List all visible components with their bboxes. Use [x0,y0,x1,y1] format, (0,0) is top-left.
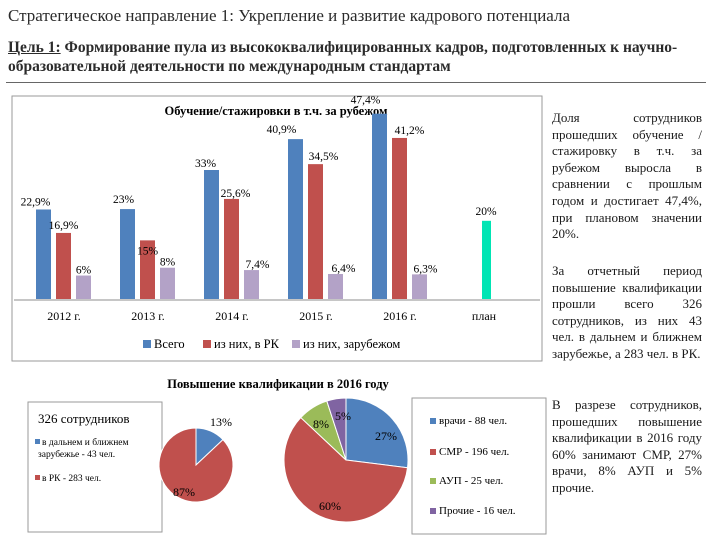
bar-all-3 [288,139,303,299]
bar-plan-label: 20% [475,206,497,218]
x-tick-label: 2016 г. [383,309,417,323]
bar-rk-4 [392,137,407,299]
x-tick-label: план [472,309,497,323]
pie-data-label: 5% [335,409,351,423]
pie1-legend-label: АУП - 25 чел. [439,475,504,487]
legend-label: Всего [154,337,185,351]
bar-chart-frame [11,95,543,362]
side-text-structure: В разрезе сотрудников, прошедших повышен… [552,397,702,495]
pie1-legend-label: Прочие - 16 чел. [439,505,516,517]
bar-all-4 [372,113,387,299]
bar-all-1 [120,209,135,299]
bar-data-label: 22,9% [21,196,51,208]
bar-abroad-4 [412,274,427,299]
bar-rk-2 [224,198,239,299]
pie1-slice-0 [345,397,409,469]
bar-rk-3 [308,164,323,299]
legend-swatch-0 [143,340,151,348]
bar-data-label: 40,9% [267,124,297,136]
bar-data-label: 6,4% [332,263,356,275]
pie0-legend-label-1: в РК - 283 чел. [42,474,101,484]
pie1-legend-swatch-3 [430,508,436,514]
bar-plan [482,220,491,299]
pie1-legend-label: СМР - 196 чел. [439,446,510,458]
goal-label: Цель 1: [8,39,61,56]
legend-swatch-1 [203,340,211,348]
bar-abroad-0 [76,275,91,299]
pie1-legend-label: врачи - 88 чел. [439,415,507,427]
pie-data-label: 8% [313,417,329,431]
bar-abroad-2 [244,270,259,299]
side-text-training: Доля сотрудников прошедших обучение /ста… [552,110,702,242]
goal-text: Формирование пула из высококвалифицирова… [8,39,678,75]
pie0-legend-label-0: в дальнем и ближнем зарубежье - 43 чел. [38,437,129,460]
bar-data-label: 7,4% [246,259,270,271]
pie0-slice-1 [158,427,234,503]
bar-data-label: 41,2% [395,125,425,137]
bar-data-label: 23% [113,194,135,206]
pie-right-box [411,397,547,535]
legend-label: из них, в РК [214,337,280,351]
x-tick-label: 2012 г. [47,309,81,323]
x-tick-label: 2015 г. [299,309,333,323]
pie1-slice-1 [283,416,409,523]
bar-data-label: 47,4% [351,95,381,107]
pie-data-label: 60% [319,499,341,513]
legend-swatch-2 [292,340,300,348]
bar-all-2 [204,170,219,299]
bar-data-label: 34,5% [309,151,339,163]
bar-abroad-1 [160,267,175,299]
x-tick-label: 2014 г. [215,309,249,323]
pie0-legend-swatch-0 [35,439,40,444]
pie-data-label: 27% [375,429,397,443]
bar-data-label: 6% [76,265,92,277]
side-text-total: За отчетный период повышение квалификаци… [552,263,702,361]
bar-rk-1 [140,240,155,299]
bar-data-label: 6,3% [414,263,438,275]
pie1-legend-swatch-0 [430,418,436,424]
pie1-legend-swatch-1 [430,449,436,455]
page-title: Стратегическое направление 1: Укрепление… [8,6,571,25]
bar-all-0 [36,209,51,299]
bar-data-label: 16,9% [49,220,79,232]
pie0-legend-swatch-1 [35,475,40,480]
bar-chart-title: Обучение/стажировки в т.ч. за рубежом [165,104,388,118]
bar-data-label: 33% [195,158,217,170]
legend-label: из них, зарубежом [303,337,400,351]
bar-rk-0 [56,232,71,299]
bar-abroad-3 [328,273,343,299]
header-divider [6,82,706,83]
goal-statement: Цель 1: Формирование пула из высококвали… [8,38,712,76]
bar-data-label: 25,6% [221,188,251,200]
pie1-legend-swatch-2 [430,478,436,484]
bar-data-label: 8% [160,257,176,269]
pie-chart-title: Повышение квалификации в 2016 году [167,377,389,391]
pie-subtitle: 326 сотрудников [38,411,130,426]
pie1-slice-3 [326,397,347,461]
bar-data-label: 15% [137,245,159,257]
pie-data-label: 13% [210,415,232,429]
x-tick-label: 2013 г. [131,309,165,323]
pie-data-label: 87% [173,485,195,499]
